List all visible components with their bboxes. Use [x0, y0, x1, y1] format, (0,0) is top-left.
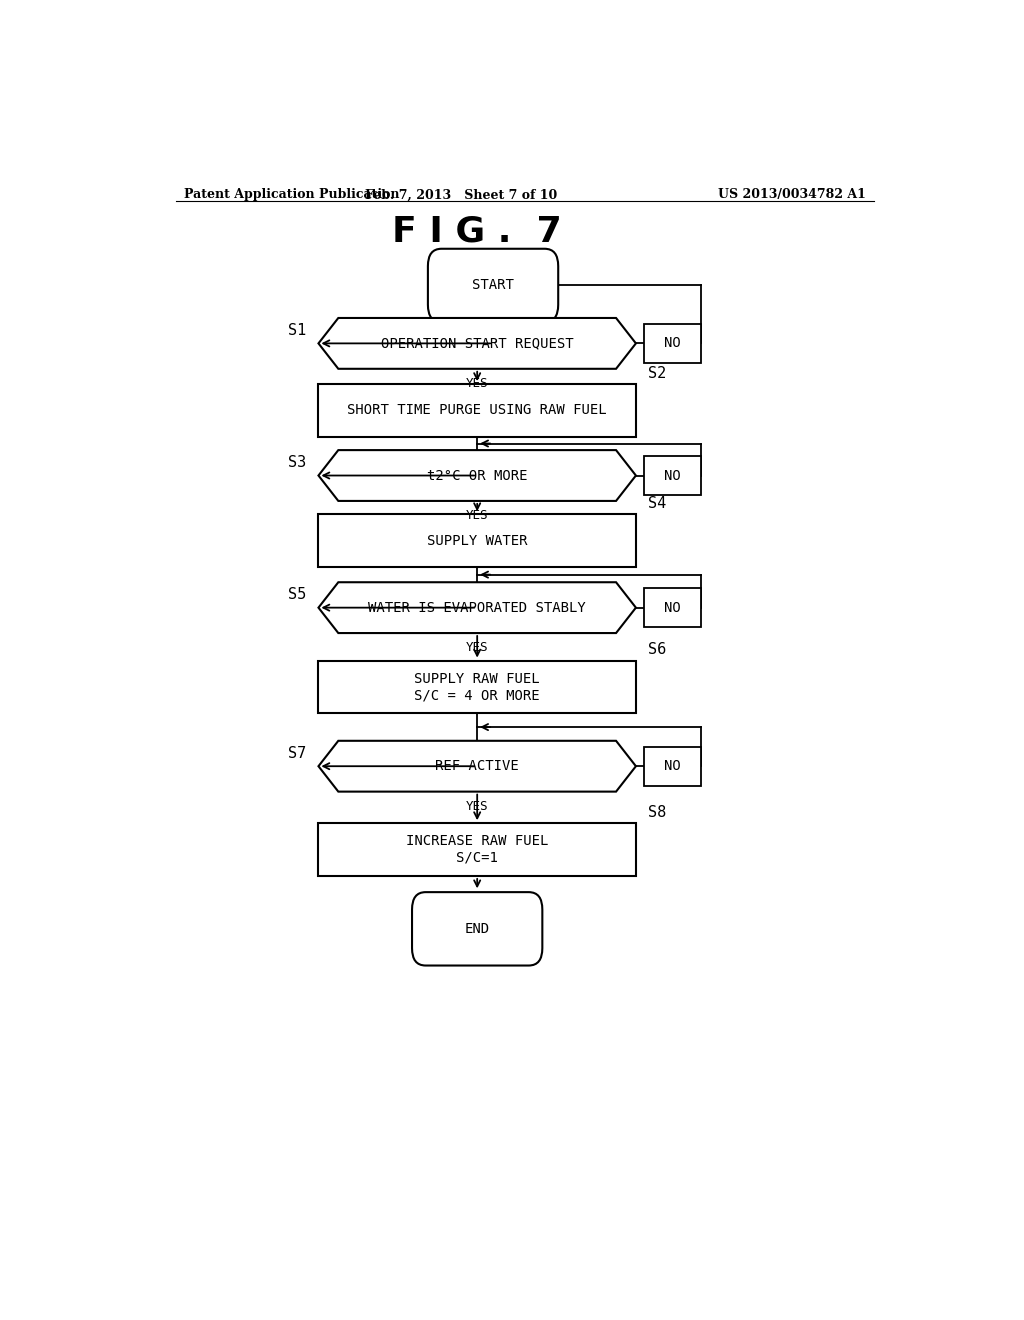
Text: t2°C OR MORE: t2°C OR MORE	[427, 469, 527, 483]
Text: YES: YES	[466, 510, 488, 521]
Bar	[644, 457, 701, 495]
FancyBboxPatch shape	[412, 892, 543, 965]
Text: S7: S7	[289, 746, 306, 762]
Text: INCREASE RAW FUEL
S/C=1: INCREASE RAW FUEL S/C=1	[406, 834, 549, 865]
Bar	[318, 384, 636, 437]
Text: NO: NO	[664, 601, 681, 615]
Text: YES: YES	[466, 642, 488, 655]
Bar	[644, 747, 701, 785]
Text: REF ACTIVE: REF ACTIVE	[435, 759, 519, 774]
Text: START: START	[472, 279, 514, 293]
Bar	[644, 325, 701, 363]
Text: NO: NO	[664, 759, 681, 774]
Bar	[318, 515, 636, 568]
Text: NO: NO	[664, 337, 681, 350]
Polygon shape	[318, 582, 636, 634]
Polygon shape	[318, 450, 636, 500]
Polygon shape	[318, 741, 636, 792]
Bar	[644, 589, 701, 627]
Text: S3: S3	[289, 455, 306, 470]
Text: SUPPLY WATER: SUPPLY WATER	[427, 533, 527, 548]
Text: S1: S1	[289, 323, 306, 338]
Text: SUPPLY RAW FUEL
S/C = 4 OR MORE: SUPPLY RAW FUEL S/C = 4 OR MORE	[415, 672, 540, 702]
Text: S2: S2	[648, 366, 666, 381]
Text: S6: S6	[648, 643, 666, 657]
Text: S4: S4	[648, 496, 666, 511]
Text: YES: YES	[466, 800, 488, 813]
Text: NO: NO	[664, 469, 681, 483]
Text: Patent Application Publication: Patent Application Publication	[183, 189, 399, 202]
Text: SHORT TIME PURGE USING RAW FUEL: SHORT TIME PURGE USING RAW FUEL	[347, 404, 607, 417]
Text: YES: YES	[466, 378, 488, 389]
Text: S5: S5	[289, 587, 306, 602]
FancyBboxPatch shape	[428, 248, 558, 322]
Text: F I G .  7: F I G . 7	[392, 215, 562, 248]
Text: S8: S8	[648, 805, 666, 820]
Text: END: END	[465, 921, 489, 936]
Text: US 2013/0034782 A1: US 2013/0034782 A1	[718, 189, 866, 202]
Bar	[318, 660, 636, 713]
Polygon shape	[318, 318, 636, 368]
Bar	[318, 824, 636, 876]
Text: OPERATION START REQUEST: OPERATION START REQUEST	[381, 337, 573, 350]
Text: WATER IS EVAPORATED STABLY: WATER IS EVAPORATED STABLY	[369, 601, 586, 615]
Text: Feb. 7, 2013   Sheet 7 of 10: Feb. 7, 2013 Sheet 7 of 10	[366, 189, 557, 202]
